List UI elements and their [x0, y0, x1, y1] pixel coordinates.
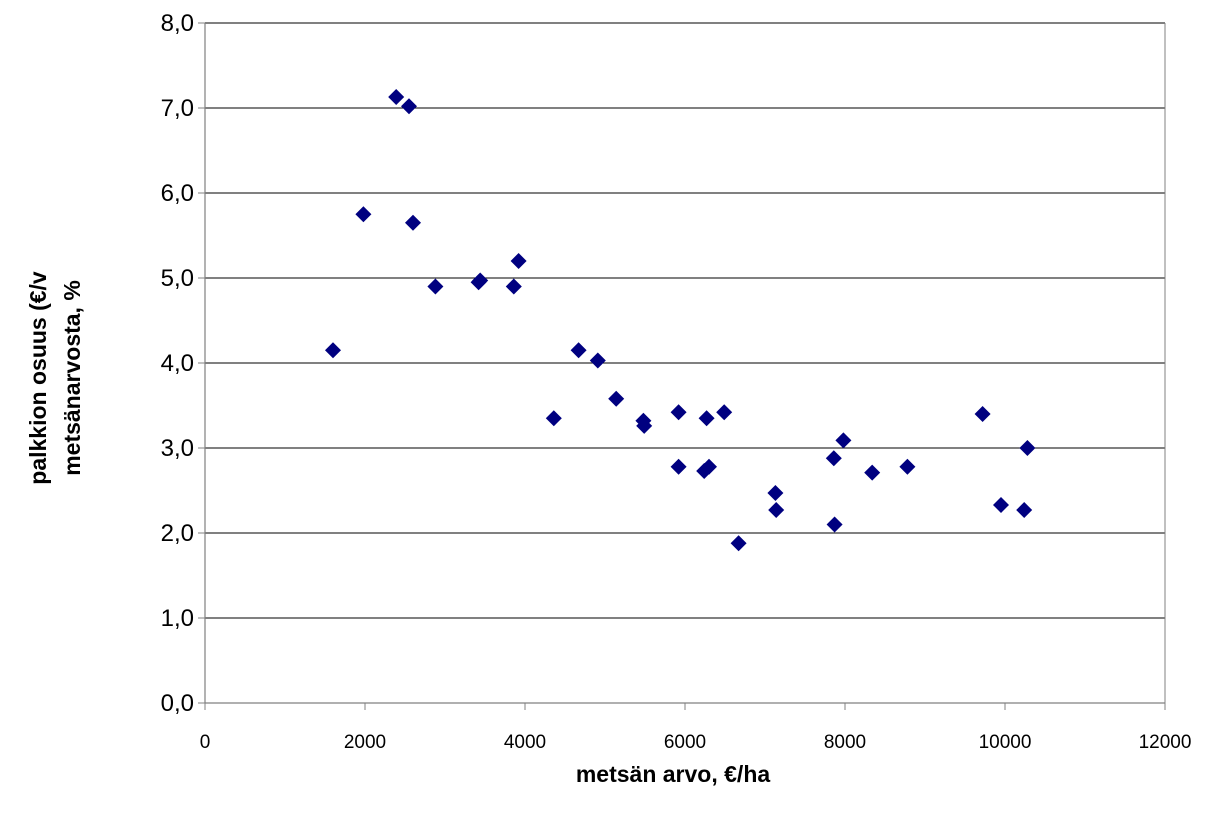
data-point-marker [545, 410, 562, 427]
data-point-marker [974, 406, 991, 422]
data-point-marker [993, 496, 1009, 513]
data-point-marker [355, 206, 372, 223]
y-tick-label: 8,0 [161, 10, 194, 37]
data-point-marker [767, 485, 784, 502]
data-point-marker [730, 535, 747, 552]
gridlines [205, 22, 1165, 619]
data-point-marker [716, 404, 733, 421]
y-tick-label: 7,0 [161, 95, 194, 122]
x-tick-label: 4000 [504, 732, 546, 753]
x-tick-label: 10000 [979, 732, 1032, 753]
data-point-marker [510, 253, 527, 269]
data-point-marker [864, 464, 881, 481]
data-point-marker [636, 417, 653, 434]
data-point-marker [698, 410, 715, 427]
data-point-marker [472, 272, 489, 289]
data-point-marker [570, 342, 587, 359]
data-point-marker [768, 502, 785, 519]
data-point-marker [899, 458, 916, 475]
data-point-marker [835, 432, 852, 449]
y-tick-label: 3,0 [161, 435, 194, 462]
y-tick-label: 4,0 [161, 350, 194, 377]
data-point-marker [701, 458, 717, 475]
y-axis-ticks: 0,0 1,0 2,0 3,0 4,0 5,0 6,0 7,0 8,0 [161, 10, 205, 717]
data-point-marker [1019, 440, 1036, 456]
y-tick-label: 2,0 [161, 520, 194, 547]
y-axis-title-line-1: palkkion osuus (€/v [25, 271, 51, 485]
data-point-marker [325, 342, 341, 359]
x-tick-label: 12000 [1139, 732, 1192, 753]
y-tick-label: 6,0 [161, 180, 194, 207]
x-tick-label: 2000 [344, 732, 386, 753]
data-point-marker [505, 278, 522, 295]
data-point-marker [1016, 502, 1033, 519]
x-tick-label: 8000 [824, 732, 866, 753]
y-tick-label: 0,0 [161, 690, 194, 717]
data-point-marker [670, 404, 687, 421]
y-axis-title-line-2: metsänarvosta, % [59, 280, 85, 476]
data-point-marker [427, 278, 444, 295]
data-point-marker [405, 214, 421, 231]
data-point-marker [388, 88, 405, 105]
y-tick-label: 1,0 [161, 605, 194, 632]
data-point-marker [401, 98, 417, 115]
y-tick-label: 5,0 [161, 265, 194, 292]
x-tick-label: 6000 [664, 732, 706, 753]
y-axis-title: palkkion osuus (€/v metsänarvosta, % [25, 271, 85, 485]
data-point-marker [608, 390, 625, 407]
data-point-marker [825, 450, 842, 467]
x-axis-ticks: 0 2000 4000 6000 8000 10000 12000 [200, 703, 1192, 753]
x-tick-label: 0 [200, 732, 211, 753]
data-points [325, 88, 1036, 552]
data-point-marker [589, 352, 606, 369]
x-axis-title: metsän arvo, €/ha [576, 761, 771, 787]
data-point-marker [670, 458, 687, 475]
data-point-marker [826, 516, 843, 533]
